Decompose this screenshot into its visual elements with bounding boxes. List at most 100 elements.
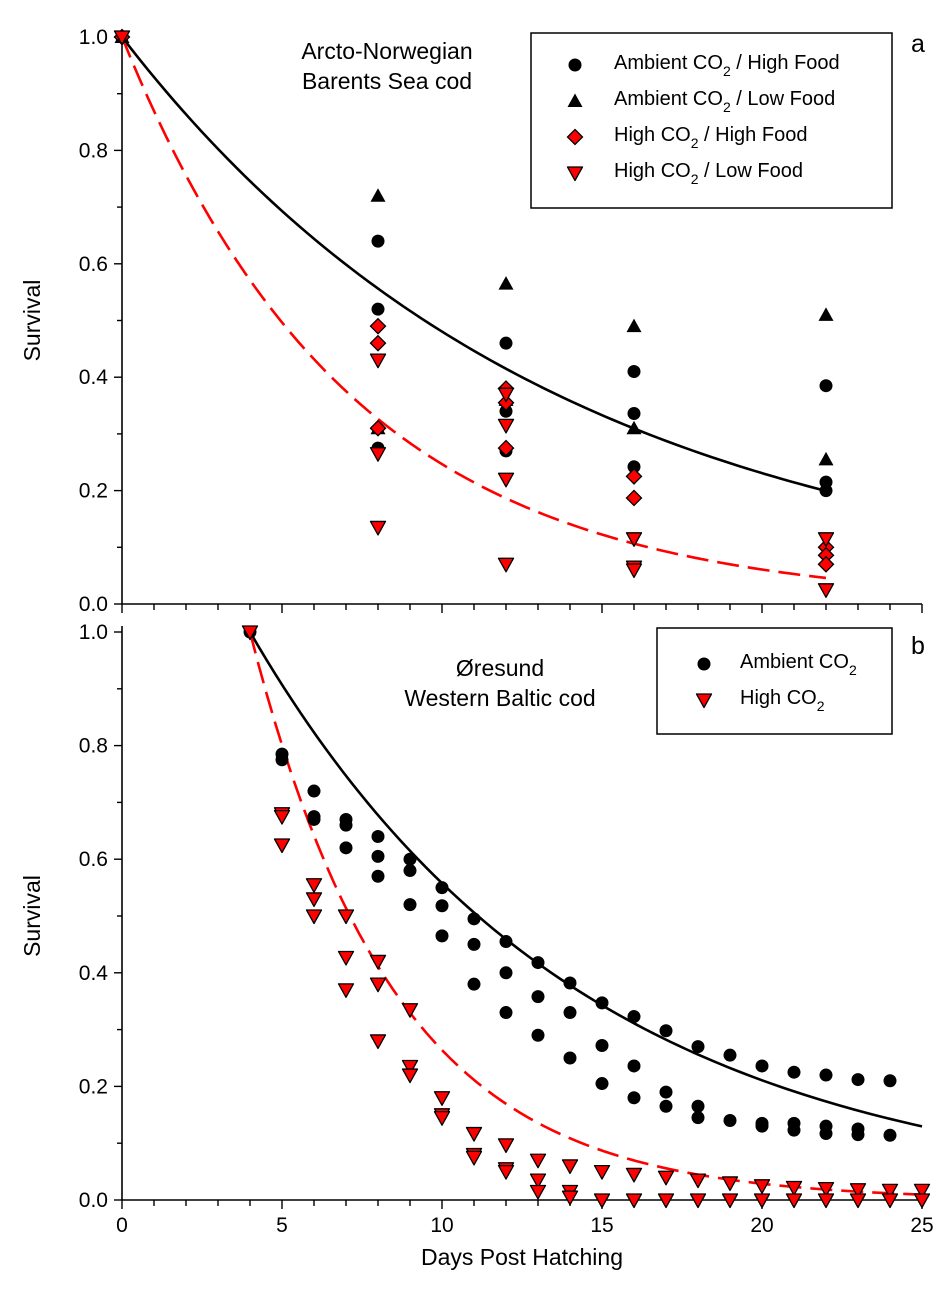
data-point <box>401 1068 419 1084</box>
data-point <box>723 1113 737 1127</box>
data-point <box>433 1110 451 1126</box>
data-point <box>499 404 513 418</box>
data-point <box>307 812 321 826</box>
data-point <box>498 276 514 290</box>
data-point <box>435 881 449 895</box>
data-point <box>467 937 481 951</box>
data-point <box>499 935 513 949</box>
data-point <box>627 1091 641 1105</box>
data-point <box>691 1099 705 1113</box>
series-circle <box>243 625 897 1142</box>
data-point <box>337 983 355 998</box>
data-point <box>370 188 386 202</box>
legend: Ambient CO2 High CO2 <box>656 627 893 735</box>
y-tick-label: 0.4 <box>79 366 109 389</box>
data-point <box>851 1128 865 1142</box>
legend-marker <box>695 693 713 709</box>
data-point <box>371 234 385 248</box>
data-point <box>369 334 387 352</box>
data-point <box>625 489 643 507</box>
data-point <box>371 302 385 316</box>
y-tick-label: 1.0 <box>79 26 108 49</box>
data-point <box>721 1176 739 1192</box>
data-point <box>657 1170 675 1186</box>
data-point <box>849 1193 867 1209</box>
data-point <box>305 909 323 925</box>
data-point <box>625 1193 643 1209</box>
data-point <box>497 1138 515 1154</box>
data-point <box>435 899 449 913</box>
data-point <box>883 1074 897 1088</box>
legend: Ambient CO2 / High Food Ambient CO2 / Low… <box>530 32 893 209</box>
series-diamond <box>113 28 835 573</box>
legend-marker <box>697 657 711 671</box>
data-point <box>433 1091 451 1106</box>
panel-annotation: Barents Sea cod <box>302 68 472 94</box>
data-point <box>369 419 387 437</box>
y-tick-label: 0.2 <box>79 480 108 503</box>
data-point <box>529 1184 547 1200</box>
data-point <box>369 317 387 335</box>
data-point <box>819 484 833 498</box>
y-tick-label: 0.8 <box>79 139 108 162</box>
data-point <box>818 307 834 321</box>
data-point <box>625 532 643 547</box>
data-point <box>691 1040 705 1054</box>
data-point <box>401 1059 419 1075</box>
y-axis-title: Survival <box>19 280 45 362</box>
data-point <box>339 818 353 832</box>
data-point <box>529 1153 547 1169</box>
legend-label: Ambient CO2 / High Food <box>614 52 840 79</box>
data-point <box>819 379 833 393</box>
data-point <box>273 809 291 825</box>
data-point <box>851 1073 865 1087</box>
data-point <box>785 1193 803 1209</box>
data-point <box>305 892 323 908</box>
y-tick-label: 1.0 <box>79 621 108 644</box>
data-point <box>337 909 355 925</box>
data-point <box>817 1193 835 1209</box>
panel-annotation: Western Baltic cod <box>404 685 595 711</box>
data-point <box>561 1190 579 1206</box>
data-point <box>691 1111 705 1125</box>
data-point <box>755 1059 769 1073</box>
data-point <box>787 1065 801 1079</box>
data-point <box>627 406 641 420</box>
data-point <box>626 318 642 333</box>
x-tick-label: 20 <box>750 1214 773 1237</box>
legend-label: Ambient CO2 <box>740 651 857 678</box>
series-triangle-down <box>241 625 931 1209</box>
data-point <box>881 1183 899 1199</box>
data-point <box>593 1164 611 1180</box>
legend-box <box>530 32 893 209</box>
legend-marker <box>568 58 582 72</box>
y-tick-label: 0.2 <box>79 1075 108 1098</box>
panel-letter: a <box>911 30 925 58</box>
data-point <box>467 977 481 991</box>
data-point <box>403 852 417 866</box>
legend-box <box>656 627 893 735</box>
data-point <box>531 1028 545 1042</box>
data-point <box>499 966 513 980</box>
data-point <box>627 365 641 379</box>
data-point <box>627 1010 641 1024</box>
data-point <box>369 977 387 993</box>
data-point <box>531 956 545 970</box>
fit-curve-high-co2 <box>120 36 827 580</box>
fit-curve-ambient-co2 <box>120 36 827 493</box>
data-point <box>849 1183 867 1198</box>
data-point <box>499 336 513 350</box>
data-point <box>817 1181 835 1197</box>
data-point <box>339 841 353 855</box>
data-point <box>529 1173 547 1189</box>
data-point <box>721 1193 739 1209</box>
data-point <box>819 1127 833 1141</box>
data-point <box>595 1039 609 1053</box>
data-point <box>627 460 641 474</box>
data-point <box>785 1180 803 1196</box>
data-point <box>753 1193 771 1209</box>
panel-annotation: Arcto-Norwegian <box>301 38 472 64</box>
x-tick-label: 25 <box>910 1214 933 1237</box>
data-point <box>497 1164 515 1180</box>
